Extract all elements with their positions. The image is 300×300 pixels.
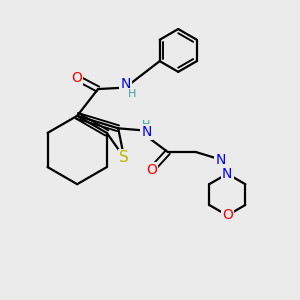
Text: N: N xyxy=(141,125,152,139)
Text: S: S xyxy=(119,150,129,165)
Text: N: N xyxy=(215,152,226,167)
Text: N: N xyxy=(120,77,130,91)
Text: H: H xyxy=(128,89,136,99)
Text: O: O xyxy=(71,71,82,85)
Text: N: N xyxy=(222,167,232,181)
Text: H: H xyxy=(142,120,150,130)
Text: O: O xyxy=(146,163,157,177)
Text: O: O xyxy=(222,208,233,222)
